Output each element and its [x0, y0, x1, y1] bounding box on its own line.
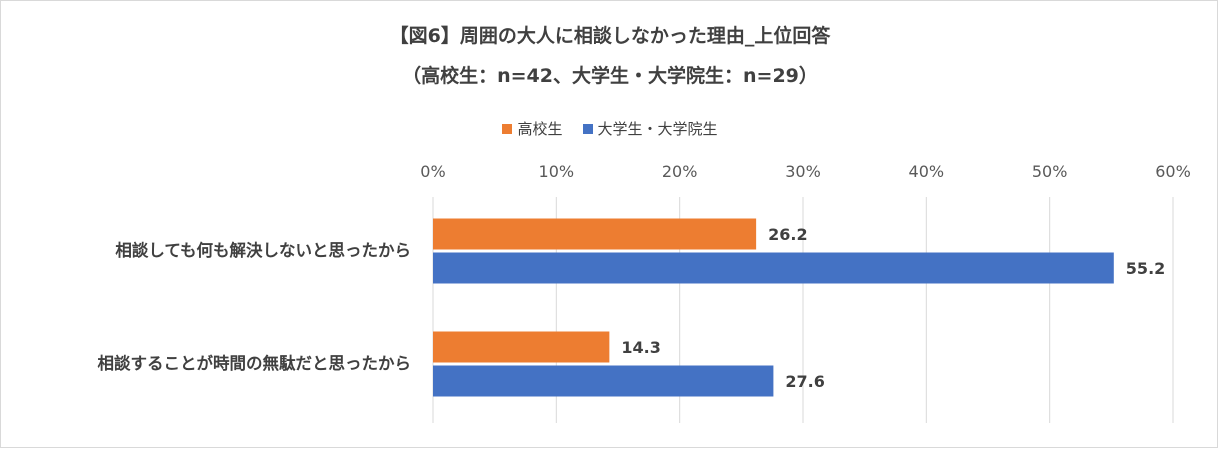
legend-label-series-0: 高校生 — [517, 120, 563, 138]
legend-item-series-1: 大学生・大学院生 — [582, 118, 718, 139]
data-label: 14.3 — [621, 338, 660, 357]
x-tick-label: 20% — [662, 162, 698, 181]
x-tick-label: 10% — [539, 162, 575, 181]
data-label: 27.6 — [785, 372, 824, 391]
x-tick-label: 60% — [1155, 162, 1191, 181]
legend-item-series-0: 高校生 — [502, 118, 563, 139]
bar-series-1 — [433, 365, 774, 397]
x-tick-label: 0% — [420, 162, 445, 181]
chart-legend: 高校生 大学生・大学院生 — [1, 118, 1218, 139]
bar-series-0 — [433, 218, 757, 250]
x-tick-label: 50% — [1032, 162, 1068, 181]
x-tick-label: 40% — [909, 162, 945, 181]
bar-series-0 — [433, 331, 610, 363]
legend-swatch-series-1 — [582, 123, 593, 134]
bar-series-1 — [433, 252, 1114, 284]
chart-title: 【図6】周囲の大人に相談しなかった理由_上位回答 — [389, 25, 831, 47]
category-label: 相談しても何も解決しないと思ったから — [115, 240, 411, 260]
data-label: 55.2 — [1126, 259, 1165, 278]
category-label: 相談することが時間の無駄だと思ったから — [98, 353, 412, 373]
data-label: 26.2 — [768, 225, 807, 244]
legend-label-series-1: 大学生・大学院生 — [597, 120, 718, 138]
legend-swatch-series-0 — [502, 123, 513, 134]
x-tick-label: 30% — [785, 162, 821, 181]
chart-subtitle: （高校生：n=42、大学生・大学院生：n=29） — [402, 65, 818, 87]
